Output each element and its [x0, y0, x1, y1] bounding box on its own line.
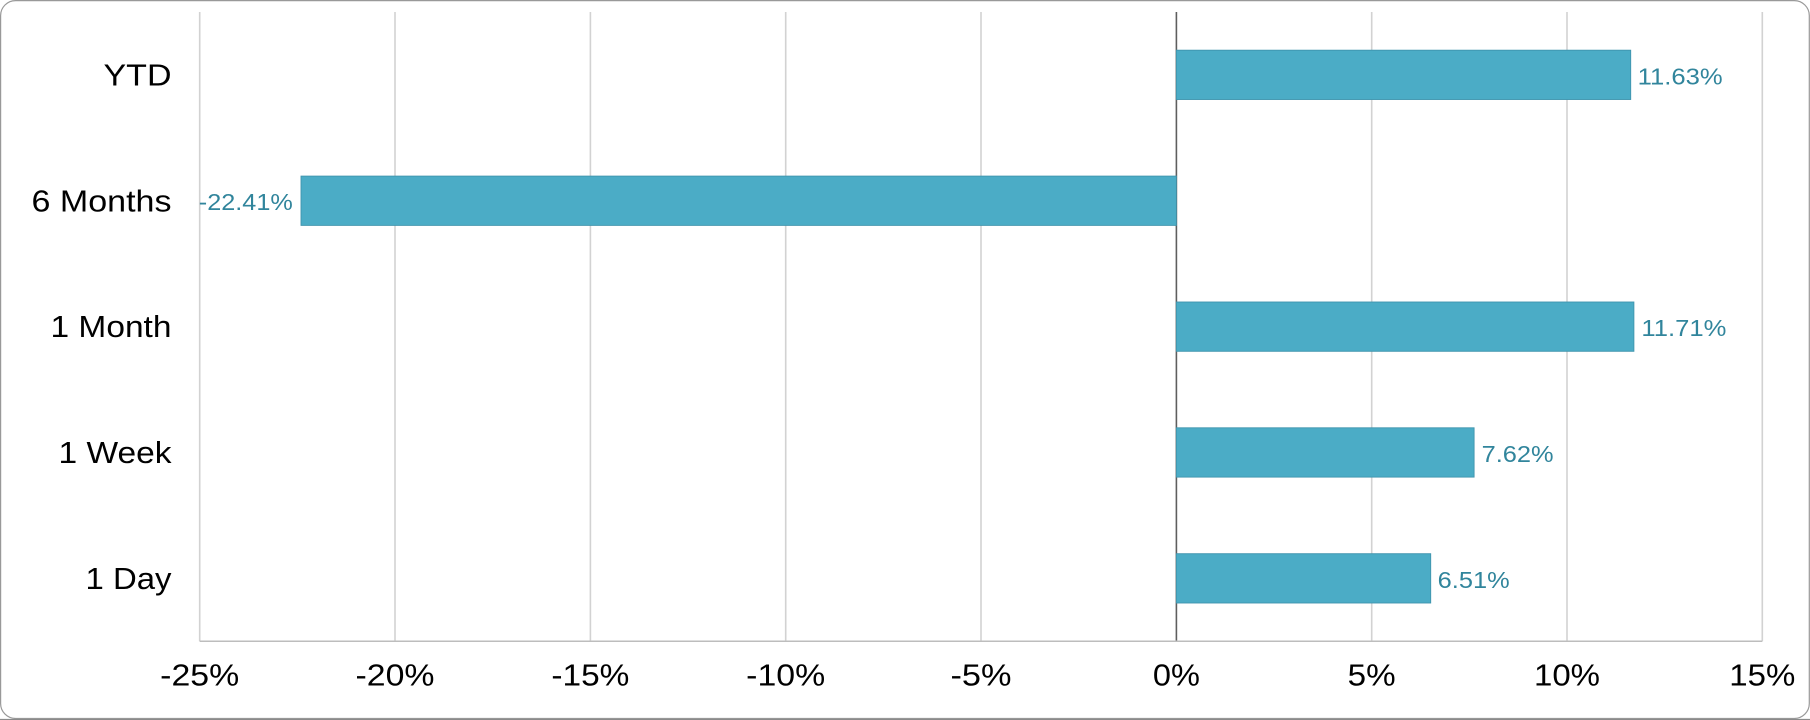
svg-text:1 Week: 1 Week [59, 436, 173, 470]
svg-text:10%: 10% [1534, 659, 1600, 693]
svg-text:11.71%: 11.71% [1641, 315, 1726, 341]
svg-text:5%: 5% [1348, 659, 1396, 693]
svg-text:6 Months: 6 Months [32, 184, 172, 218]
svg-text:1 Day: 1 Day [86, 562, 173, 596]
svg-text:11.63%: 11.63% [1638, 64, 1723, 90]
svg-text:-22.41%: -22.41% [199, 189, 293, 215]
svg-text:-10%: -10% [746, 659, 825, 693]
svg-text:-25%: -25% [160, 659, 239, 693]
svg-text:0%: 0% [1153, 659, 1200, 693]
svg-text:-15%: -15% [551, 659, 629, 693]
svg-text:1 Month: 1 Month [51, 310, 172, 344]
svg-text:-20%: -20% [356, 659, 435, 693]
svg-text:6.51%: 6.51% [1438, 567, 1510, 593]
svg-text:7.62%: 7.62% [1482, 441, 1554, 467]
svg-text:-5%: -5% [951, 659, 1012, 693]
svg-text:YTD: YTD [104, 58, 172, 92]
svg-text:15%: 15% [1729, 659, 1795, 693]
